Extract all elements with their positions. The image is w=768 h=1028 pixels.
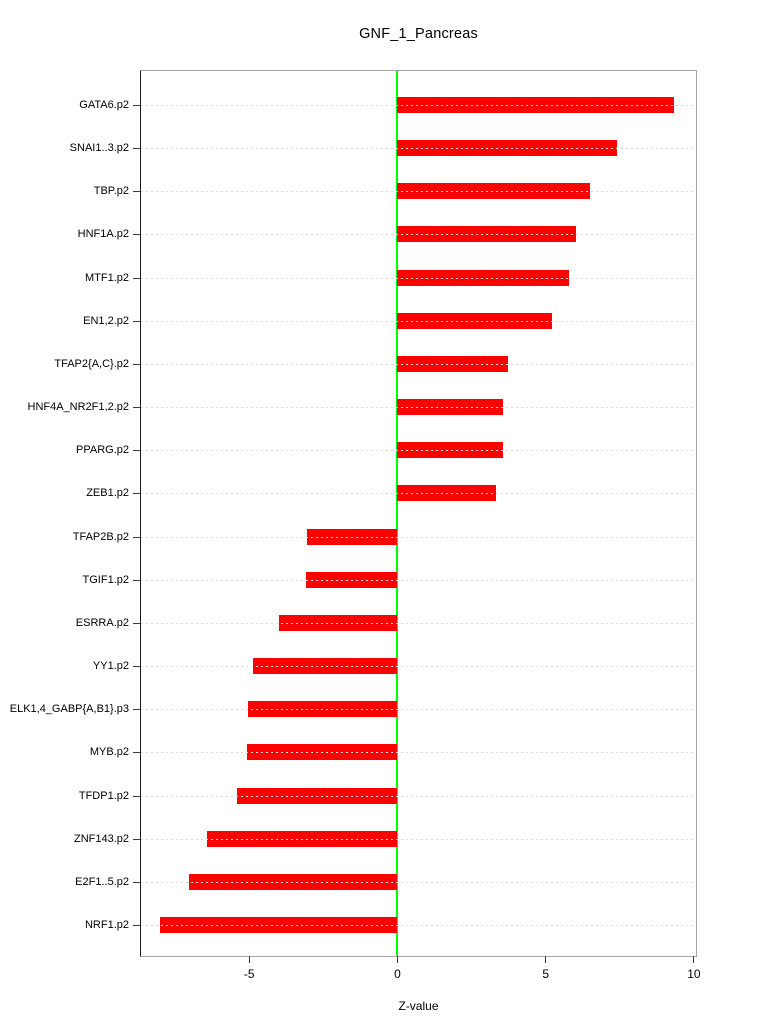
y-tick-label: TFAP2{A,C}.p2 [54,357,129,370]
gridline [141,752,696,754]
y-tick-label: HNF1A.p2 [77,228,129,241]
y-tick-label: TBP.p2 [93,185,129,198]
x-tick-label: -5 [243,967,255,981]
y-tick-mark [133,234,140,236]
y-tick-label: HNF4A_NR2F1,2.p2 [27,401,130,414]
y-tick-label: PPARG.p2 [76,444,129,457]
x-tick-label: 5 [542,967,550,981]
y-tick-mark [133,579,140,581]
y-tick-label: SNAI1..3.p2 [69,142,129,155]
y-tick-label: TFAP2B.p2 [72,530,129,543]
x-tick-mark [693,956,695,963]
gridline [141,622,696,624]
y-tick-mark [133,795,140,797]
y-tick-label: E2F1..5.p2 [75,875,129,888]
y-tick-mark [133,277,140,279]
y-tick-label: ELK1,4_GABP{A,B1}.p3 [9,703,129,716]
y-tick-mark [133,493,140,495]
y-tick-mark [133,450,140,452]
y-tick-label: ESRRA.p2 [75,616,129,629]
y-tick-mark [133,191,140,193]
gridline [141,407,696,409]
x-tick-mark [248,956,250,963]
gridline [141,148,696,150]
gridline [141,320,696,322]
y-tick-mark [133,536,140,538]
gridline [141,363,696,365]
y-tick-label: MYB.p2 [89,746,129,759]
y-tick-mark [133,105,140,106]
y-tick-mark [133,838,140,840]
x-axis-title: Z-value [398,999,439,1013]
y-tick-mark [133,148,140,150]
gridline [141,105,696,106]
gridline [141,277,696,279]
y-tick-label: EN1,2.p2 [83,314,129,327]
y-tick-mark [133,709,140,711]
gridline [141,925,696,926]
y-tick-label: GATA6.p2 [79,99,129,111]
gridline [141,709,696,711]
y-tick-mark [133,666,140,668]
gridline [141,450,696,452]
y-tick-label: TGIF1.p2 [82,573,129,586]
y-tick-mark [133,407,140,409]
gridline [141,795,696,797]
y-tick-mark [133,752,140,754]
x-tick-mark [545,956,547,963]
gridline [141,234,696,236]
y-tick-mark [133,320,140,322]
x-tick-label: 10 [687,967,701,981]
gridline [141,579,696,581]
gridline [141,536,696,538]
gridline [141,881,696,883]
plot-area: GATA6.p2 SNAI1..3.p2 TBP.p2 HNF1A.p2 MTF1.p2… [10,70,701,981]
y-tick-label: TFDP1.p2 [78,789,129,802]
gridline [141,838,696,840]
y-tick-mark [133,622,140,624]
zero-reference-line [396,71,399,956]
chart-title: GNF_1_Pancreas [359,26,478,42]
y-tick-mark [133,363,140,365]
x-tick-mark [396,956,398,963]
x-tick-label: 0 [394,967,401,981]
y-tick-label: MTF1.p2 [84,271,129,284]
y-tick-label: ZNF143.p2 [73,832,129,845]
y-tick-mark [133,925,140,926]
gridline [141,191,696,193]
gridline [141,666,696,668]
y-tick-label: NRF1.p2 [84,919,129,931]
y-tick-label: YY1.p2 [92,660,129,673]
y-tick-mark [133,881,140,883]
y-tick-label: ZEB1.p2 [86,487,129,500]
gridline [141,493,696,495]
